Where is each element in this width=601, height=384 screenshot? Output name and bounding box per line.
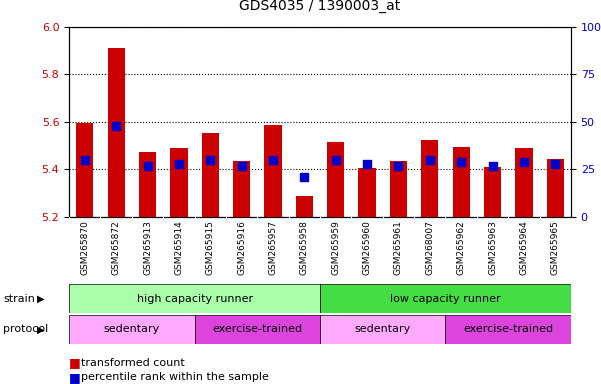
Text: strain: strain: [3, 293, 35, 304]
Text: sedentary: sedentary: [355, 324, 411, 334]
Text: exercise-trained: exercise-trained: [212, 324, 302, 334]
Point: [237, 162, 246, 169]
Text: GSM265913: GSM265913: [143, 220, 152, 275]
Bar: [390, 161, 407, 217]
Text: GSM265962: GSM265962: [457, 220, 466, 275]
Point: [551, 161, 560, 167]
Point: [268, 157, 278, 163]
Text: GSM265915: GSM265915: [206, 220, 215, 275]
Bar: [421, 140, 439, 217]
Point: [425, 157, 435, 163]
Text: ▶: ▶: [37, 324, 44, 334]
Bar: [139, 152, 156, 217]
Text: GSM265916: GSM265916: [237, 220, 246, 275]
Text: GSM265872: GSM265872: [112, 220, 121, 275]
Bar: [233, 161, 250, 217]
Point: [519, 159, 529, 165]
Text: GSM265965: GSM265965: [551, 220, 560, 275]
Text: GSM265870: GSM265870: [81, 220, 90, 275]
Text: low capacity runner: low capacity runner: [390, 293, 501, 304]
Bar: [515, 148, 532, 217]
Point: [142, 162, 152, 169]
Point: [174, 161, 184, 167]
Text: ▶: ▶: [37, 293, 44, 304]
Bar: [170, 148, 188, 217]
Point: [331, 157, 341, 163]
Point: [394, 162, 403, 169]
Point: [456, 159, 466, 165]
Text: GSM268007: GSM268007: [426, 220, 435, 275]
Point: [206, 157, 215, 163]
Text: GSM265961: GSM265961: [394, 220, 403, 275]
Bar: [195, 315, 320, 344]
Point: [299, 174, 309, 180]
Bar: [296, 195, 313, 217]
Text: GDS4035 / 1390003_at: GDS4035 / 1390003_at: [239, 0, 401, 13]
Text: GSM265957: GSM265957: [269, 220, 278, 275]
Text: GSM265964: GSM265964: [519, 220, 528, 275]
Text: percentile rank within the sample: percentile rank within the sample: [81, 372, 269, 382]
Bar: [327, 142, 344, 217]
Bar: [76, 123, 93, 217]
Text: ■: ■: [69, 371, 81, 384]
Bar: [201, 132, 219, 217]
Bar: [358, 168, 376, 217]
Bar: [108, 48, 125, 217]
Text: GSM265963: GSM265963: [488, 220, 497, 275]
Text: exercise-trained: exercise-trained: [463, 324, 554, 334]
Bar: [320, 284, 571, 313]
Text: GSM265960: GSM265960: [362, 220, 371, 275]
Point: [488, 162, 498, 169]
Bar: [547, 159, 564, 217]
Point: [80, 157, 90, 163]
Bar: [69, 284, 320, 313]
Bar: [320, 315, 445, 344]
Bar: [445, 315, 571, 344]
Bar: [453, 147, 470, 217]
Text: GSM265958: GSM265958: [300, 220, 309, 275]
Bar: [264, 126, 282, 217]
Bar: [69, 315, 195, 344]
Text: GSM265914: GSM265914: [174, 220, 183, 275]
Text: transformed count: transformed count: [81, 358, 185, 368]
Text: GSM265959: GSM265959: [331, 220, 340, 275]
Point: [362, 161, 372, 167]
Text: protocol: protocol: [3, 324, 48, 334]
Bar: [484, 167, 501, 217]
Point: [111, 122, 121, 129]
Text: high capacity runner: high capacity runner: [136, 293, 252, 304]
Text: sedentary: sedentary: [104, 324, 160, 334]
Text: ■: ■: [69, 356, 81, 369]
